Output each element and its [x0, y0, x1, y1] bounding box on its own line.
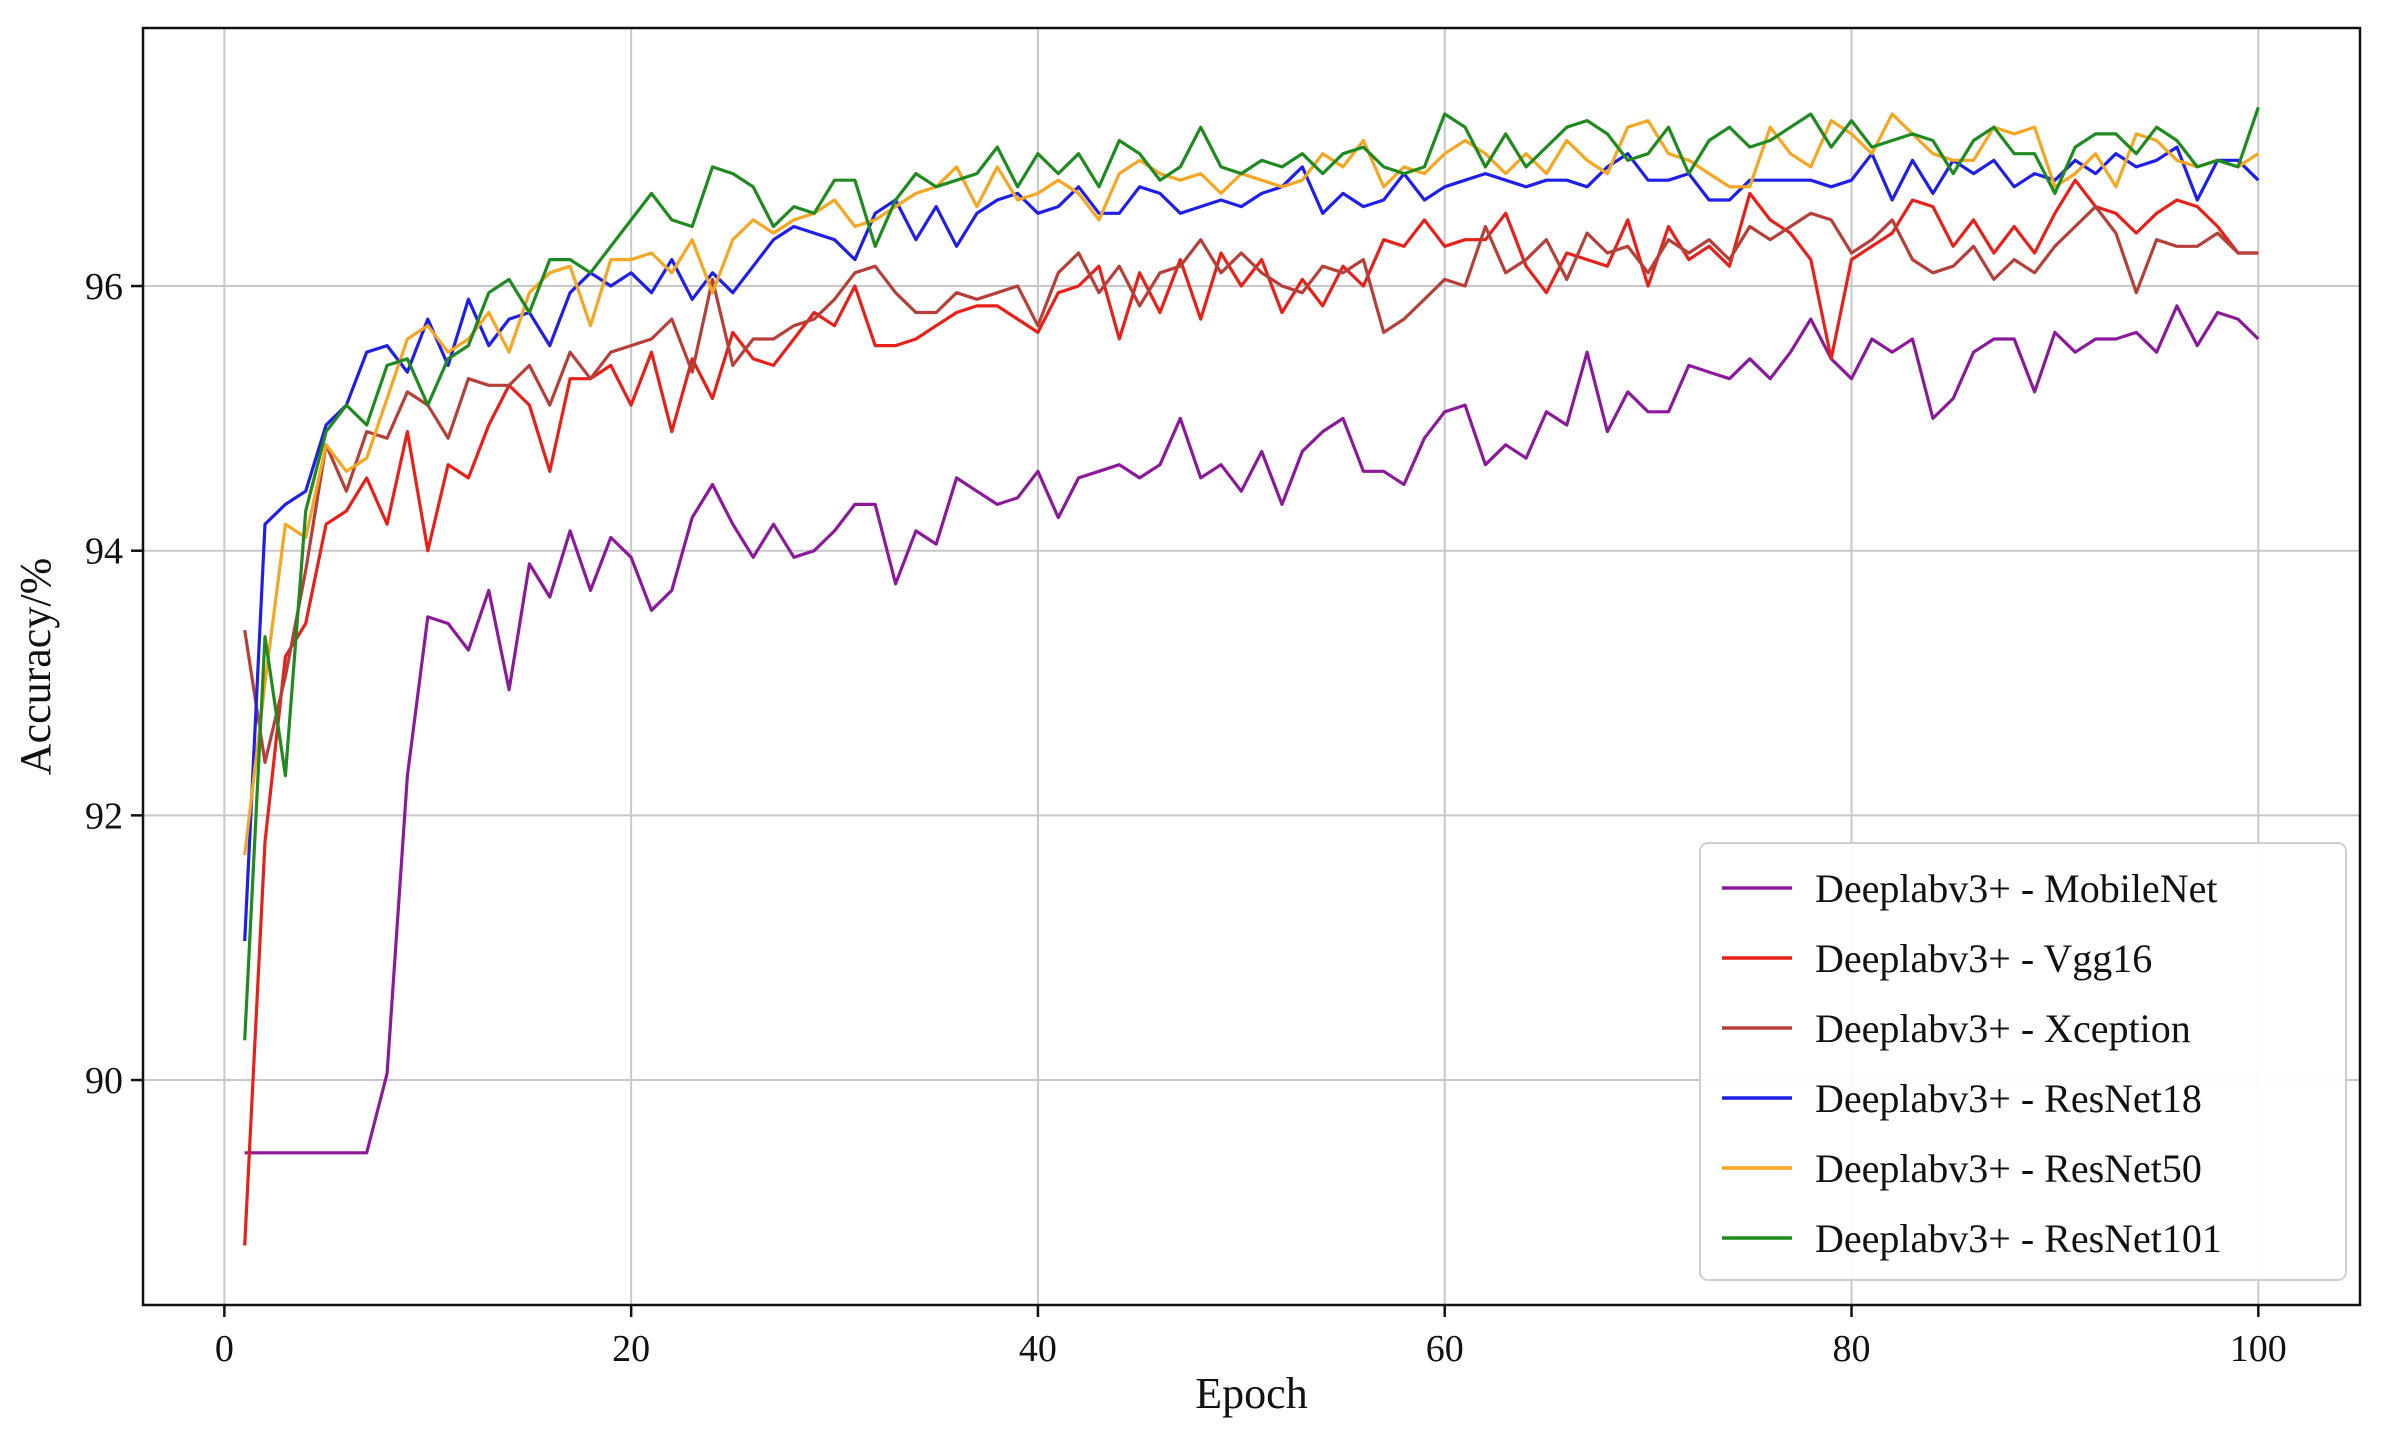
x-tick-label: 0	[215, 1328, 234, 1370]
legend-box	[1699, 842, 2347, 1281]
x-tick-label: 20	[612, 1328, 650, 1370]
legend-label: Deeplabv3+ - Xception	[1815, 1006, 2191, 1051]
legend: Deeplabv3+ - MobileNet Deeplabv3+ - Vgg16…	[1699, 842, 2347, 1281]
ticks: 0 20 40 60 80 100 90 92 94 96	[85, 266, 2287, 1370]
series-line-6	[243, 106, 2260, 1041]
y-tick-label: 96	[85, 266, 123, 308]
series-line-4	[243, 145, 2260, 942]
x-tick-label: 40	[1019, 1328, 1057, 1370]
y-tick-label: 92	[85, 795, 123, 837]
legend-label: Deeplabv3+ - ResNet50	[1815, 1146, 2202, 1191]
legend-label: Deeplabv3+ - Vgg16	[1815, 936, 2152, 981]
series-layer	[243, 106, 2260, 1246]
legend-label: Deeplabv3+ - MobileNet	[1815, 866, 2217, 911]
series-line-1	[244, 304, 2260, 1155]
y-axis-label: Accuracy/%	[11, 558, 60, 775]
x-axis-label: Epoch	[1195, 1369, 1307, 1418]
x-tick-label: 60	[1426, 1328, 1464, 1370]
y-tick-label: 90	[85, 1060, 123, 1102]
series-line-3	[243, 205, 2259, 765]
series-line-5	[243, 112, 2260, 856]
series-line-2	[243, 178, 2259, 1246]
x-tick-label: 100	[2230, 1328, 2287, 1370]
legend-label: Deeplabv3+ - ResNet101	[1815, 1216, 2222, 1261]
x-tick-label: 80	[1833, 1328, 1871, 1370]
plot-frame	[141, 26, 2362, 1307]
legend-label: Deeplabv3+ - ResNet18	[1815, 1076, 2202, 1121]
y-tick-label: 94	[85, 531, 123, 573]
